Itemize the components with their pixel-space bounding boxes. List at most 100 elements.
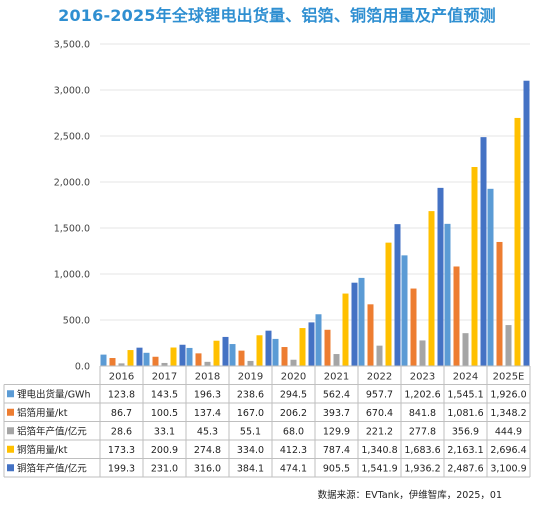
bar-4-2022: [385, 242, 392, 366]
data-label: 444.9: [495, 426, 522, 437]
bar-2-2022: [367, 304, 374, 366]
data-label: 412.3: [280, 445, 307, 456]
legend-swatch: [7, 390, 14, 398]
data-label: 100.5: [151, 408, 178, 419]
data-label: 55.1: [240, 426, 261, 437]
data-label: 1,926.0: [490, 389, 526, 400]
source-note: 数据来源：EVTank，伊维智库，2025，01: [317, 490, 502, 501]
data-label: 2,163.1: [447, 445, 483, 456]
legend-swatch: [7, 427, 14, 435]
data-label: 167.0: [237, 408, 264, 419]
bar-1-2019: [229, 344, 236, 366]
data-label: 238.6: [237, 389, 264, 400]
bar-4-2018: [213, 340, 220, 366]
bar-5-2021: [351, 282, 358, 366]
bar-3-2022: [376, 345, 383, 366]
bar-4-2025E: [514, 117, 521, 366]
bar-1-2022: [358, 277, 365, 366]
bar-5-2025E: [523, 80, 530, 367]
data-label: 200.9: [151, 445, 178, 456]
bar-1-2023: [401, 255, 408, 366]
bar-3-2025E: [505, 325, 512, 366]
data-label: 68.0: [283, 426, 304, 437]
data-label: 274.8: [194, 445, 221, 456]
data-label: 384.1: [237, 463, 264, 474]
bar-3-2021: [333, 354, 340, 366]
data-label: 123.8: [108, 389, 135, 400]
data-label: 1,936.2: [404, 463, 440, 474]
legend-label: 铜箔年产值/亿元: [17, 462, 87, 474]
bar-3-2024: [462, 333, 469, 366]
bar-3-2018: [204, 361, 211, 366]
bar-1-2021: [315, 314, 322, 366]
bar-1-2020: [272, 338, 279, 366]
data-label: 1,683.6: [404, 445, 440, 456]
data-label: 206.2: [280, 408, 307, 419]
bar-2-2019: [238, 350, 245, 366]
x-tick-label: 2019: [238, 371, 263, 382]
data-label: 221.2: [366, 426, 393, 437]
x-tick-label: 2024: [453, 371, 478, 382]
bar-2-2020: [281, 347, 288, 366]
bar-1-2016: [100, 354, 107, 366]
data-label: 3,100.9: [490, 463, 526, 474]
bar-5-2018: [222, 336, 229, 366]
data-label: 670.4: [366, 408, 393, 419]
bar-2-2025E: [496, 241, 503, 366]
bar-1-2025E: [487, 188, 494, 366]
data-label: 294.5: [280, 389, 307, 400]
y-tick-label: 1,000.0: [54, 270, 90, 281]
data-label: 33.1: [154, 426, 175, 437]
bar-4-2019: [256, 335, 263, 366]
y-tick-label: 500.0: [63, 316, 90, 327]
bar-4-2017: [170, 347, 177, 366]
bar-4-2024: [471, 166, 478, 366]
data-label: 787.4: [323, 445, 350, 456]
x-tick-label: 2022: [367, 371, 392, 382]
data-label: 957.7: [366, 389, 393, 400]
x-tick-label: 2016: [109, 371, 134, 382]
chart-title: 2016-2025年全球锂电出货量、铝箔、铜箔用量及产值预测: [58, 6, 496, 25]
data-label: 841.8: [409, 408, 436, 419]
data-label: 356.9: [452, 426, 479, 437]
bar-3-2019: [247, 360, 254, 366]
data-label: 28.6: [111, 426, 132, 437]
bars: [100, 80, 530, 367]
y-tick-label: 2,000.0: [54, 178, 90, 189]
legend-label: 锂电出货量/GWh: [17, 388, 90, 400]
legend-label: 铜箔用量/kt: [17, 444, 68, 456]
data-label: 2,487.6: [447, 463, 483, 474]
bar-5-2016: [136, 347, 143, 366]
bar-5-2023: [437, 187, 444, 366]
data-label: 199.3: [108, 463, 135, 474]
data-label: 1,541.9: [361, 463, 397, 474]
data-label: 45.3: [197, 426, 218, 437]
data-label: 562.4: [323, 389, 350, 400]
y-axis: 0.0 500.0 1,000.0 1,500.0 2,000.0 2,500.0 3,00…: [54, 40, 90, 373]
legend-swatch: [7, 464, 14, 472]
bar-4-2020: [299, 328, 306, 366]
data-label: 1,340.8: [361, 445, 397, 456]
data-label: 129.9: [323, 426, 350, 437]
data-label: 137.4: [194, 408, 221, 419]
legend-swatch: [7, 445, 14, 453]
bar-2-2023: [410, 288, 417, 366]
x-tick-label: 2020: [281, 371, 306, 382]
bar-5-2024: [480, 137, 487, 366]
data-label: 1,545.1: [447, 389, 483, 400]
bar-2-2017: [152, 356, 159, 366]
gridlines: [100, 43, 530, 367]
data-label: 2,696.4: [490, 445, 526, 456]
data-label: 316.0: [194, 463, 221, 474]
data-label: 231.0: [151, 463, 178, 474]
bar-3-2023: [419, 340, 426, 366]
data-label: 1,081.6: [447, 408, 483, 419]
bar-3-2017: [161, 362, 168, 366]
bar-2-2018: [195, 353, 202, 366]
x-tick-label: 2023: [410, 371, 435, 382]
bar-2-2016: [109, 358, 116, 366]
data-label: 143.5: [151, 389, 178, 400]
bar-5-2019: [265, 330, 272, 366]
data-label: 334.0: [237, 445, 264, 456]
